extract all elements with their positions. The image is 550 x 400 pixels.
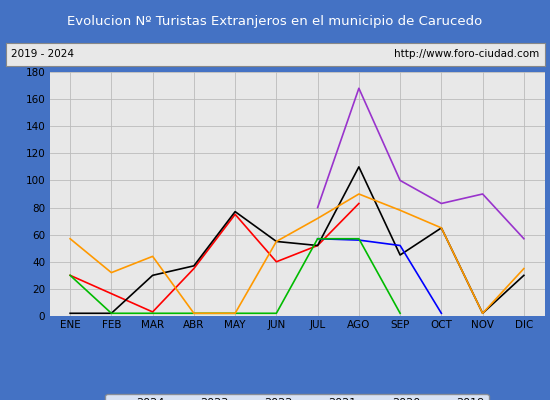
Text: http://www.foro-ciudad.com: http://www.foro-ciudad.com [394, 49, 539, 59]
Text: Evolucion Nº Turistas Extranjeros en el municipio de Carucedo: Evolucion Nº Turistas Extranjeros en el … [67, 14, 483, 28]
Text: 2019 - 2024: 2019 - 2024 [11, 49, 74, 59]
Legend: 2024, 2023, 2022, 2021, 2020, 2019: 2024, 2023, 2022, 2021, 2020, 2019 [106, 394, 488, 400]
